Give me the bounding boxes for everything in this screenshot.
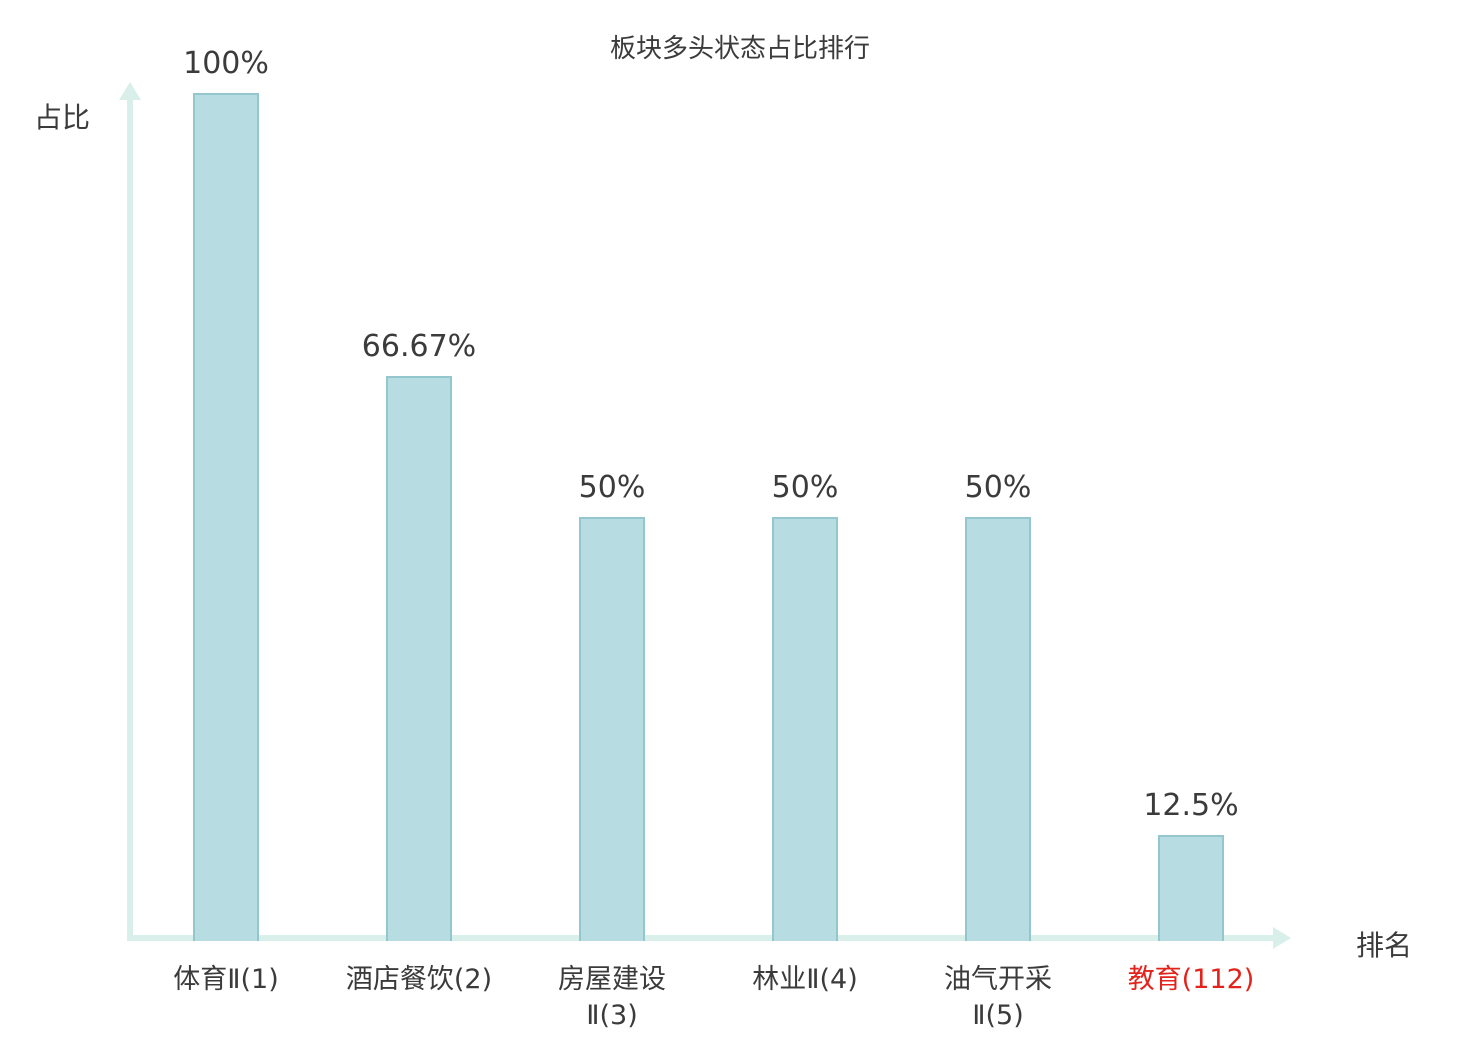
bar-value-label: 50% xyxy=(964,470,1032,505)
y-axis-line xyxy=(127,98,133,941)
category-label-line: 体育Ⅱ(1) xyxy=(173,964,279,995)
category-label-line: Ⅱ(5) xyxy=(972,1000,1024,1032)
bar xyxy=(1158,835,1224,941)
bar xyxy=(193,93,259,941)
x-axis-arrow-icon xyxy=(1273,927,1291,949)
category-label-line: 房屋建设 xyxy=(558,964,666,995)
x-axis-label: 排名 xyxy=(1356,929,1413,962)
category-label: 教育(112) xyxy=(1071,962,1311,998)
bar xyxy=(772,517,838,941)
bar-value-label: 12.5% xyxy=(1143,788,1239,823)
bar xyxy=(386,376,452,941)
bar-value-label: 66.67% xyxy=(361,329,477,364)
category-label: 林业Ⅱ(4) xyxy=(685,962,925,998)
category-label: 体育Ⅱ(1) xyxy=(106,962,346,998)
category-label: 油气开采 Ⅱ(5) xyxy=(878,962,1118,1035)
chart-title: 板块多头状态占比排行 xyxy=(609,34,870,64)
bar xyxy=(579,517,645,941)
category-label-line: 油气开采 xyxy=(944,964,1052,995)
bar-value-label: 100% xyxy=(183,46,269,81)
y-axis-label: 占比 xyxy=(34,101,91,134)
x-axis-line xyxy=(127,935,1275,941)
category-label-line: 酒店餐饮(2) xyxy=(345,964,493,995)
category-label: 房屋建设 Ⅱ(3) xyxy=(492,962,732,1035)
bar-value-label: 50% xyxy=(771,470,839,505)
bar xyxy=(965,517,1031,941)
category-label-line: Ⅱ(3) xyxy=(586,1000,638,1032)
category-label-line: 教育(112) xyxy=(1127,964,1255,995)
bar-value-label: 50% xyxy=(578,470,646,505)
category-label: 酒店餐饮(2) xyxy=(299,962,539,998)
category-label-line: 林业Ⅱ(4) xyxy=(752,964,858,995)
y-axis-arrow-icon xyxy=(119,82,141,100)
